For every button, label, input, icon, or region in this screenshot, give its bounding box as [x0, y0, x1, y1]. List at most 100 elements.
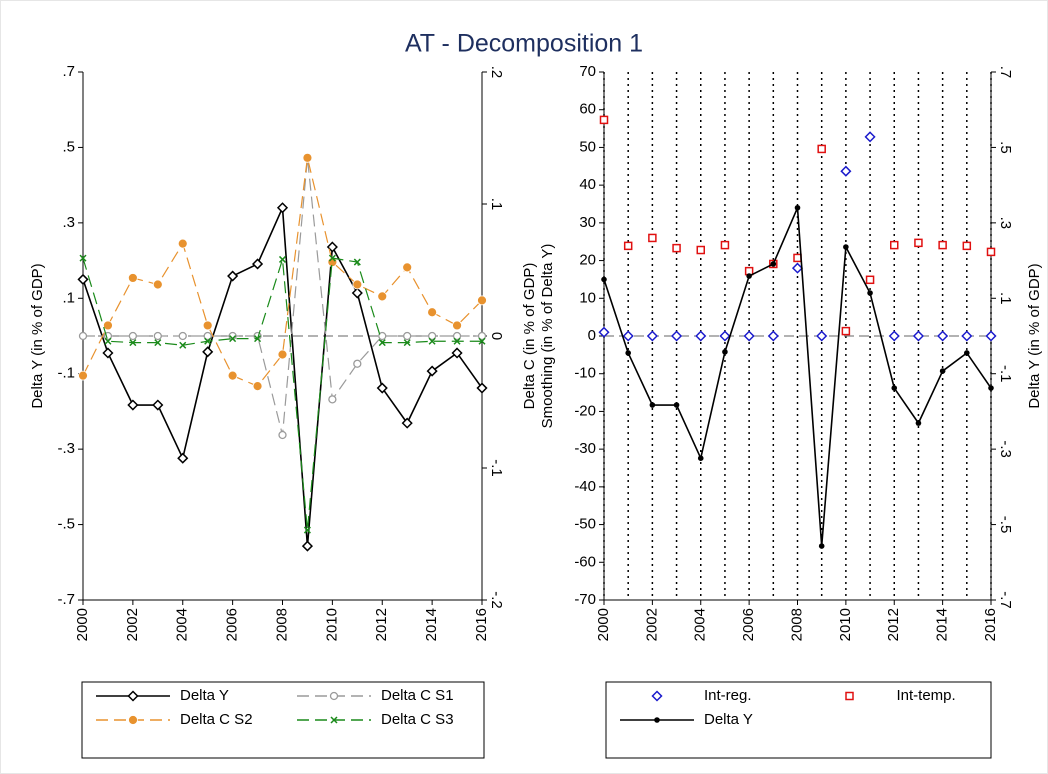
marker: [427, 307, 438, 318]
marker: [654, 717, 660, 723]
marker: [278, 430, 287, 440]
marker: [720, 240, 730, 250]
marker: [79, 254, 87, 262]
marker: [722, 349, 728, 355]
series-line: [82, 257, 482, 531]
y-tick-label: 40: [579, 176, 596, 193]
marker: [864, 131, 876, 143]
y2-tick-label: .5: [997, 141, 1014, 154]
marker: [204, 337, 212, 345]
marker: [127, 399, 139, 411]
y-tick-label: -10: [574, 365, 596, 382]
marker: [915, 420, 922, 426]
y-tick-label: 50: [579, 138, 596, 155]
x-tick-label: 2006: [740, 608, 757, 641]
marker: [428, 337, 436, 345]
x-tick-label: 2012: [373, 608, 390, 641]
marker: [843, 244, 849, 250]
marker: [451, 347, 463, 359]
y2-tick-label: .7: [997, 66, 1014, 79]
marker: [330, 716, 338, 724]
marker: [672, 243, 681, 253]
marker: [129, 339, 137, 347]
marker: [278, 255, 287, 263]
marker: [598, 326, 610, 338]
x-tick-label: 2010: [837, 608, 854, 641]
y2-tick-label: 0: [488, 332, 505, 340]
marker: [938, 240, 947, 250]
y-tick-label: -30: [574, 440, 596, 457]
legend-label: Delta C S2: [180, 711, 253, 728]
marker: [791, 262, 804, 274]
marker: [648, 233, 657, 243]
marker: [477, 295, 487, 306]
marker: [697, 455, 704, 461]
marker: [128, 715, 138, 725]
marker: [353, 359, 362, 368]
marker: [227, 370, 238, 381]
marker: [988, 385, 994, 391]
marker: [986, 247, 996, 257]
y2-tick-label: -.2: [488, 591, 505, 609]
y-tick-label: 70: [579, 63, 596, 80]
marker: [377, 291, 388, 302]
y2-tick-label: -.7: [997, 591, 1014, 609]
marker: [476, 382, 488, 394]
marker: [816, 330, 828, 342]
y-tick-label: 20: [579, 252, 596, 269]
marker: [128, 331, 138, 341]
legend-label: Delta Y: [704, 711, 753, 728]
x-tick-label: 2004: [174, 608, 191, 641]
marker: [351, 287, 363, 299]
marker: [912, 330, 924, 342]
marker: [277, 349, 288, 360]
marker: [202, 320, 213, 331]
y-tick-label: -40: [574, 478, 596, 495]
marker: [651, 690, 663, 702]
y-tick-label: -.1: [57, 365, 75, 382]
marker: [890, 240, 899, 250]
marker: [649, 402, 656, 408]
marker: [622, 330, 634, 342]
marker: [452, 331, 462, 341]
marker: [227, 270, 239, 282]
marker: [937, 330, 949, 342]
marker: [179, 341, 187, 349]
marker: [599, 115, 609, 125]
marker: [352, 279, 363, 290]
y2-tick-label: .2: [488, 66, 505, 79]
marker: [103, 320, 113, 331]
legend-label: Int-reg.: [704, 687, 752, 704]
y-tick-label: .1: [62, 289, 75, 306]
marker: [743, 330, 755, 342]
marker: [477, 331, 487, 341]
marker: [326, 241, 338, 253]
marker: [252, 381, 263, 392]
marker: [152, 399, 164, 411]
y-tick-label: -.7: [57, 591, 75, 608]
marker: [770, 261, 777, 267]
marker: [888, 330, 900, 342]
x-tick-label: 2008: [273, 608, 290, 641]
marker: [328, 395, 337, 404]
y-tick-label: -50: [574, 516, 596, 533]
marker: [601, 276, 607, 283]
y2-tick-label: -.1: [488, 459, 505, 477]
marker: [746, 273, 752, 279]
marker: [353, 258, 361, 266]
y-tick-label: -20: [574, 402, 596, 419]
marker: [939, 368, 946, 374]
marker: [865, 275, 875, 285]
marker: [695, 330, 707, 342]
y-tick-label: -.3: [57, 440, 75, 457]
marker: [154, 339, 162, 347]
marker: [329, 691, 339, 701]
x-tick-label: 2016: [982, 608, 999, 641]
y2-axis-title: Delta Y (in % of GDP): [1026, 263, 1043, 408]
marker: [254, 335, 262, 343]
marker: [152, 279, 163, 290]
y2-tick-label: -.1: [997, 365, 1014, 383]
x-tick-label: 2006: [224, 608, 241, 641]
